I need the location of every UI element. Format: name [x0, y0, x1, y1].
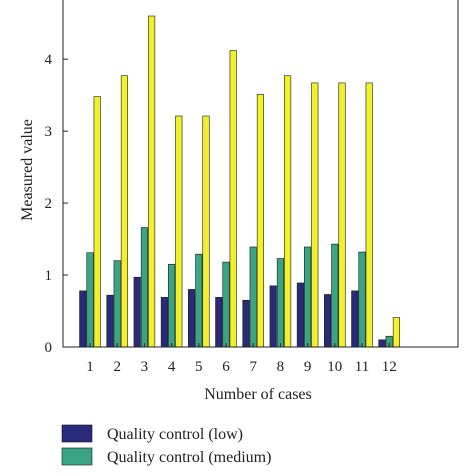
bar-s2-9 [304, 246, 312, 348]
x-tick-label: 12 [382, 359, 397, 375]
bar-s3-6 [229, 50, 237, 348]
bar-s2-7 [249, 246, 257, 348]
y-tick-label: 2 [45, 196, 53, 212]
y-ticks-group: 0 1 2 3 4 [45, 52, 68, 356]
bar-s1-12 [378, 339, 386, 348]
x-tick-label: 11 [355, 359, 369, 375]
bar-s1-10 [324, 294, 332, 348]
bar-s2-11 [358, 251, 366, 348]
bar-s2-10 [331, 243, 339, 348]
x-tick-label: 5 [195, 359, 203, 375]
bar-s2-3 [140, 227, 148, 348]
plot-frame [62, 0, 459, 348]
bar-s1-6 [215, 297, 223, 348]
bar-s2-6 [222, 261, 230, 348]
bar-s1-5 [188, 289, 196, 348]
bar-s3-10 [338, 82, 346, 348]
bar-s3-1 [93, 96, 101, 348]
bar-s1-3 [133, 276, 141, 348]
y-tick-label: 4 [45, 52, 53, 68]
bar-s2-2 [113, 260, 121, 348]
bar-s1-1 [79, 290, 87, 348]
legend-label-s2: Quality control (medium) [107, 449, 271, 466]
x-tick-label: 10 [327, 359, 342, 375]
y-tick-label: 1 [45, 268, 53, 284]
x-tick-label: 3 [141, 359, 149, 375]
x-tick-label: 6 [222, 359, 230, 375]
bar-s2-8 [276, 258, 284, 348]
bar-s2-4 [168, 263, 176, 348]
bar-s3-12 [392, 317, 400, 348]
x-tick-label: 4 [168, 359, 176, 375]
x-ticks-group: 1 2 3 4 5 6 7 8 9 10 11 12 [86, 343, 397, 375]
bar-s3-9 [311, 82, 319, 348]
legend-swatch-s1 [61, 424, 93, 443]
bar-s3-7 [256, 94, 264, 348]
bar-s3-2 [120, 75, 128, 348]
legend-swatch-s2 [61, 447, 93, 466]
x-tick-label: 2 [113, 359, 121, 375]
bar-s1-8 [269, 285, 277, 348]
bar-s1-2 [106, 294, 114, 348]
bar-s2-5 [195, 253, 203, 348]
bar-s3-3 [148, 15, 156, 348]
x-tick-label: 8 [277, 359, 285, 375]
bar-s2-1 [86, 252, 94, 348]
bars-group [79, 15, 400, 348]
bar-s3-4 [175, 115, 183, 348]
x-tick-label: 7 [249, 359, 257, 375]
x-tick-label: 1 [86, 359, 94, 375]
bar-s3-5 [202, 115, 210, 348]
bar-s1-11 [351, 290, 359, 348]
y-axis-title: Measured value [19, 119, 36, 221]
bar-s1-4 [160, 297, 168, 348]
x-tick-label: 9 [304, 359, 312, 375]
legend: Quality control (low) Quality control (me… [61, 424, 271, 466]
x-axis-title: Number of cases [204, 386, 312, 403]
y-tick-label: 3 [45, 124, 53, 140]
y-tick-label: 0 [45, 340, 53, 356]
bar-s1-7 [242, 299, 250, 348]
bar-s3-8 [284, 75, 292, 348]
bar-s3-11 [365, 82, 373, 348]
bar-s1-9 [296, 282, 304, 348]
legend-label-s1: Quality control (low) [107, 426, 243, 443]
